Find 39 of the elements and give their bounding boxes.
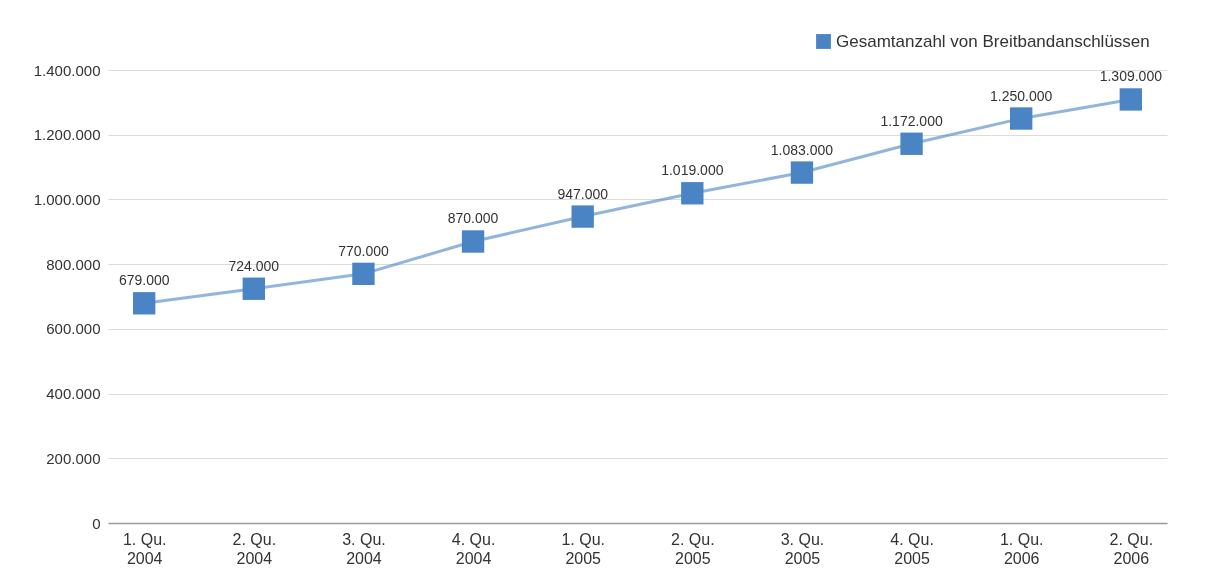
point bbox=[1119, 88, 1142, 111]
legend-label: Gesamtanzahl von Breitbandanschlüssen bbox=[836, 31, 1150, 51]
point bbox=[900, 132, 923, 155]
point bbox=[242, 277, 265, 300]
point bbox=[681, 182, 704, 205]
data-label: 870.000 bbox=[447, 210, 499, 227]
point bbox=[352, 262, 375, 286]
y-tick-label: 600.000 bbox=[46, 320, 101, 338]
data-label: 770.000 bbox=[338, 242, 389, 259]
x-tick-label: 1. Qu. 2005 bbox=[561, 530, 605, 567]
y-tick-label: 800.000 bbox=[46, 255, 101, 273]
data-label: 1.309.000 bbox=[1099, 68, 1163, 85]
point bbox=[1010, 107, 1033, 130]
y-tick-label: 200.000 bbox=[46, 449, 101, 467]
point bbox=[790, 161, 814, 184]
x-tick-label: 4. Qu. 2004 bbox=[451, 530, 496, 567]
x-tick-label: 3. Qu. 2005 bbox=[780, 530, 825, 567]
data-label: 679.000 bbox=[118, 272, 170, 289]
x-tick-label: 3. Qu. 2004 bbox=[342, 530, 386, 567]
y-tick-label: 1.200.000 bbox=[33, 126, 101, 144]
data-label: 947.000 bbox=[557, 185, 609, 202]
y-tick-label: 0 bbox=[92, 514, 101, 532]
data-label: 1.172.000 bbox=[880, 112, 943, 129]
y-tick-label: 1.000.000 bbox=[33, 190, 101, 208]
x-tick-label: 2. Qu. 2004 bbox=[232, 530, 277, 567]
x-tick-label: 2. Qu. 2006 bbox=[1109, 530, 1154, 567]
data-label: 1.250.000 bbox=[990, 87, 1053, 104]
x-tick-label: 4. Qu. 2005 bbox=[890, 530, 934, 567]
point bbox=[461, 230, 485, 253]
point bbox=[133, 292, 156, 315]
y-tick-label: 1.400.000 bbox=[33, 61, 101, 79]
point bbox=[571, 205, 594, 228]
x-tick-label: 1. Qu. 2004 bbox=[122, 530, 167, 567]
x-tick-label: 1. Qu. 2006 bbox=[999, 530, 1044, 567]
data-label: 1.083.000 bbox=[770, 141, 834, 158]
data-label: 1.019.000 bbox=[661, 162, 724, 179]
data-label: 724.000 bbox=[228, 257, 280, 274]
x-tick-label: 2. Qu. 2005 bbox=[671, 530, 715, 567]
y-tick-label: 400.000 bbox=[46, 385, 101, 403]
